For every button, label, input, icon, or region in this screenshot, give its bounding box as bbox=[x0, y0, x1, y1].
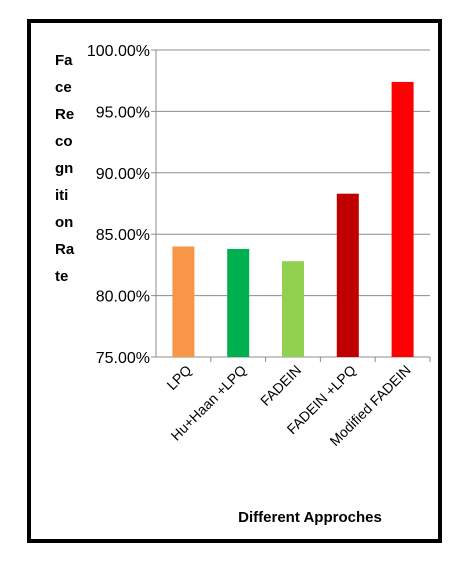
y-tick-label: 85.00% bbox=[96, 227, 150, 244]
y-axis-label-line: Ra bbox=[55, 241, 75, 258]
bar-hu-haan-lpq bbox=[227, 248, 250, 357]
y-axis-label-line: te bbox=[55, 268, 69, 285]
y-axis-label-line: Fa bbox=[55, 52, 73, 69]
bars bbox=[172, 81, 414, 357]
y-tick-label: 90.00% bbox=[96, 166, 150, 183]
y-axis-label-line: co bbox=[55, 133, 73, 150]
bar-fadein-lpq bbox=[336, 193, 359, 357]
y-axis-label-line: iti bbox=[55, 187, 69, 204]
y-tick-label: 95.00% bbox=[96, 104, 150, 121]
x-tick-label: FADEIN bbox=[257, 362, 304, 409]
y-tick-label: 100.00% bbox=[87, 43, 150, 60]
x-tick-label: LPQ bbox=[163, 362, 194, 393]
y-axis-label-line: gn bbox=[55, 160, 74, 177]
y-axis-label-line: on bbox=[55, 214, 74, 231]
bar-lpq bbox=[172, 246, 195, 357]
bar-modified-fadein bbox=[391, 81, 414, 357]
y-tick-label: 75.00% bbox=[96, 350, 150, 367]
y-axis-label-line: ce bbox=[55, 79, 72, 96]
y-tick-labels: 75.00% 80.00% 85.00% 90.00% 95.00% 100.00% bbox=[87, 43, 150, 367]
x-axis-label: Different Approches bbox=[238, 509, 382, 526]
y-axis-label-line: Re bbox=[55, 106, 75, 123]
y-tick-label: 80.00% bbox=[96, 289, 150, 306]
bar-fadein bbox=[282, 261, 304, 357]
